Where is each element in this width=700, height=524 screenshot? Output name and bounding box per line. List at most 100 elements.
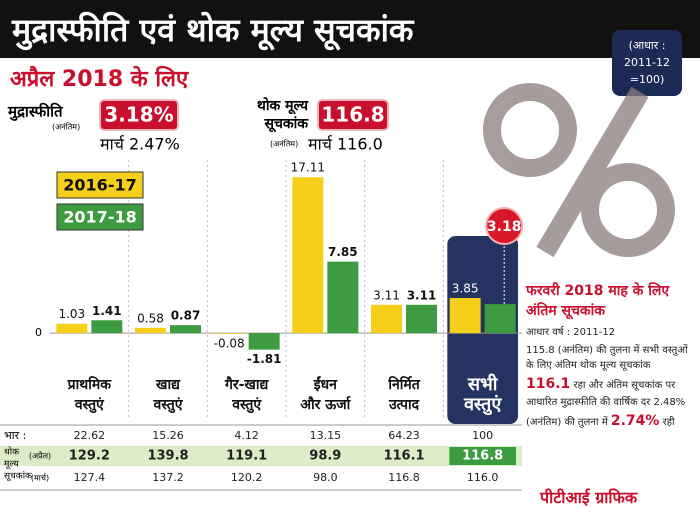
table-highlight-cell [449, 447, 516, 465]
heading-text: फरवरी 2018 माह के लिए अंतिम सूचकांक [526, 283, 670, 319]
value-label: 0.87 [171, 309, 201, 323]
value-label: -1.81 [247, 352, 282, 366]
base-note: (आधार : [629, 39, 666, 52]
table-cell: 129.2 [69, 449, 110, 464]
x-tick-label: वस्तुएं [463, 394, 502, 416]
row-group-label: थोक [4, 446, 20, 458]
wpi-label: सूचकांक [264, 116, 310, 133]
side-note-body: 115.8 (अनंतिम) की तुलना में सभी वस्तुओं … [526, 343, 696, 433]
table-cell: 116.8 [462, 449, 503, 464]
inflation-status: (अनंतिम) [52, 122, 80, 132]
table-cell: 13.15 [310, 429, 342, 442]
wpi-box [317, 99, 389, 131]
value-label: 3.85 [452, 282, 479, 296]
bar [135, 327, 166, 334]
bar [56, 323, 88, 334]
bar [292, 177, 324, 334]
base-note: =100) [630, 73, 665, 86]
side-note: फरवरी 2018 माह के लिए अंतिम सूचकांक आधार… [526, 282, 696, 510]
x-tick-label: उत्पाद [388, 397, 420, 413]
value-label: 17.11 [291, 161, 325, 175]
bar [327, 261, 359, 334]
table-cell: 15.26 [152, 429, 184, 442]
x-tick-label: सभी [467, 373, 499, 395]
bar [371, 304, 402, 334]
table-band [0, 446, 522, 466]
legend-label: 2016-17 [63, 176, 136, 195]
value-label: 0.58 [137, 311, 164, 325]
bar [484, 304, 516, 334]
wpi-label: थोक मूल्य [257, 97, 309, 115]
legend-swatch [56, 203, 144, 231]
bar [213, 333, 245, 334]
legend-label: 2017-18 [63, 208, 136, 227]
x-tick-label: वस्तुएं [74, 397, 105, 414]
row-label: भार : [4, 429, 26, 442]
table-cell: 98.0 [313, 471, 338, 484]
bar [406, 304, 437, 334]
percent-graphic [483, 83, 675, 258]
value-label: 3.11 [373, 288, 400, 302]
bar [449, 298, 481, 334]
value-label: 1.41 [92, 304, 122, 318]
value-label: 3.18 [487, 219, 522, 235]
subtitle: अप्रैल 2018 के लिए [10, 65, 189, 92]
body-highlight: 2.74% [610, 412, 660, 429]
table-cell: 64.23 [388, 429, 420, 442]
body-highlight: 116.1 [526, 375, 571, 392]
bar [248, 333, 280, 350]
body-text: 115.8 (अनंतिम) की तुलना में सभी वस्तुओं … [526, 344, 688, 372]
row-group-label: सूचकांक [4, 471, 33, 482]
x-tick-label: और ऊर्जा [300, 396, 351, 413]
x-tick-label: प्राथमिक [67, 376, 113, 393]
x-tick-label: गैर-खाद्य [224, 376, 269, 393]
table-cell: 116.1 [383, 449, 424, 464]
bar [170, 325, 201, 334]
x-tick-label: वस्तुएं [153, 397, 184, 414]
body-text: रहा और अंतिम सूचकांक पर आधारित मुद्रास्फ… [526, 379, 686, 428]
annotation-circle [485, 207, 524, 245]
bar [91, 320, 123, 334]
table-cell: 120.2 [231, 471, 263, 484]
side-note-base: आधार वर्ष : 2011-12 [526, 327, 616, 339]
credit: पीटीआई ग्राफिक [540, 488, 638, 507]
row-label: (मार्च) [31, 473, 49, 483]
wpi-status: (अनंतिम) [270, 139, 298, 149]
inflation-value: 3.18% [104, 103, 173, 127]
wpi-value: 116.8 [321, 103, 384, 127]
body-text: रही [659, 416, 675, 428]
header-bar [0, 0, 700, 58]
inflation-previous: मार्च 2.47% [100, 135, 180, 154]
x-tick-label: वस्तुएं [231, 397, 262, 414]
table-cell: 137.2 [152, 471, 184, 484]
value-label: 1.03 [58, 307, 85, 321]
table-cell: 116.8 [388, 471, 420, 484]
x-tick-label: खाद्य [155, 377, 181, 393]
wpi-previous: मार्च 116.0 [308, 135, 383, 154]
table-cell: 139.8 [147, 449, 188, 464]
x-tick-label: ईंधन [313, 376, 338, 393]
legend-swatch [56, 171, 144, 199]
table-cell: 4.12 [234, 429, 259, 442]
x-tick-label: निर्मित [387, 376, 420, 393]
table-cell: 22.62 [74, 429, 106, 442]
row-label: (अप्रैल) [29, 451, 51, 461]
table-cell: 116.0 [467, 471, 499, 484]
table-cell: 100 [472, 429, 493, 442]
base-note-box [612, 30, 682, 96]
base-note: 2011-12 [624, 56, 670, 69]
value-label: 7.85 [328, 245, 358, 259]
y-tick-label: 0 [35, 326, 42, 339]
row-group-label: मूल्य [4, 460, 19, 470]
highlight-column [447, 236, 518, 424]
title: मुद्रास्फीति एवं थोक मूल्य सूचकांक [11, 11, 415, 51]
side-note-heading: फरवरी 2018 माह के लिए अंतिम सूचकांक [526, 282, 696, 321]
table-cell: 98.9 [309, 449, 341, 464]
table-cell: 127.4 [74, 471, 106, 484]
value-label: -0.08 [214, 336, 245, 350]
value-label: 3.11 [407, 288, 437, 302]
inflation-box [99, 99, 179, 131]
table-cell: 119.1 [226, 449, 267, 464]
